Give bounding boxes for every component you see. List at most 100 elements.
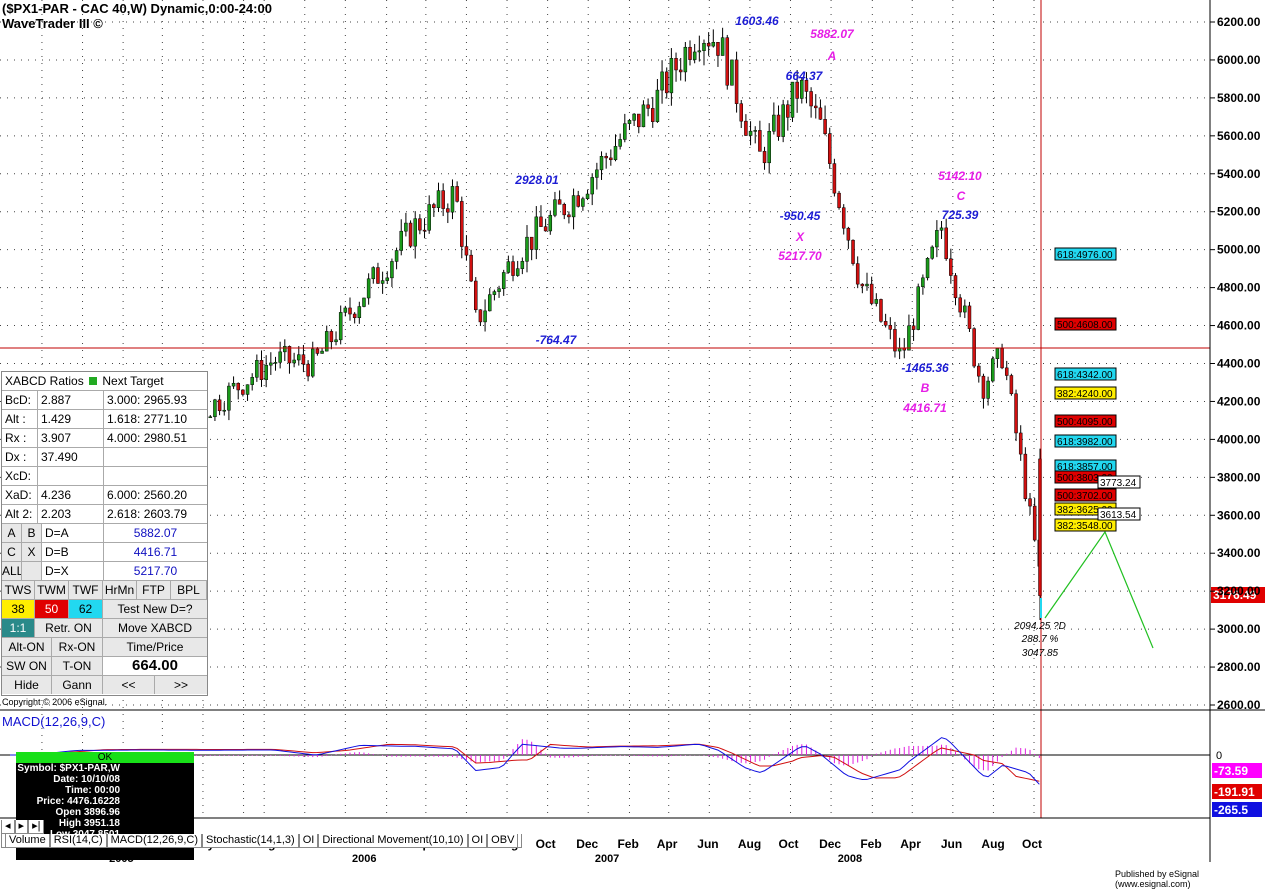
ok-button[interactable]: OK	[16, 752, 194, 763]
prev-button[interactable]: <<	[103, 676, 155, 694]
candle-body	[860, 283, 865, 287]
candle-body	[739, 103, 743, 122]
candle-body	[1023, 453, 1028, 499]
ratio-key: XaD:	[2, 486, 38, 504]
candle-body	[716, 42, 720, 56]
twf-value[interactable]: 62	[69, 600, 103, 618]
tws-value[interactable]: 38	[2, 600, 35, 618]
target-toggle-a[interactable]: ALL	[2, 562, 22, 580]
ratio-target: 6.000: 2560.20	[107, 488, 188, 502]
tab-volume[interactable]: Volume	[5, 834, 50, 848]
target-box: 618:3982.00	[1054, 434, 1117, 448]
tab-scroll-left[interactable]: ◂	[1, 820, 15, 834]
tab-rsi-14-c-[interactable]: RSI(14,C)	[49, 834, 107, 848]
candle-body	[250, 377, 254, 385]
hide-button[interactable]: Hide	[2, 676, 52, 694]
time-price-button[interactable]: Time/Price	[103, 638, 207, 656]
ratio-key: XcD:	[2, 467, 38, 485]
candle-body	[371, 267, 376, 280]
projection-lines	[1044, 530, 1154, 649]
candle-body	[725, 37, 730, 86]
info-line: Symbol: $PX1-PAR,W	[17, 763, 120, 774]
tab-stochastic-14-1-3-[interactable]: Stochastic(14,1,3)	[202, 834, 299, 848]
candle-body	[1004, 367, 1009, 376]
candle-body	[664, 71, 669, 94]
ratio-target: 2.618: 2603.79	[107, 507, 188, 521]
tab-obv[interactable]: OBV	[487, 834, 519, 848]
candle-body	[623, 123, 627, 140]
test-new-button[interactable]: Test New D=?	[103, 600, 207, 618]
macd-title: MACD(12,26,9,C)	[2, 714, 105, 729]
candle-body	[213, 399, 217, 418]
target-toggle-b[interactable]: X	[22, 543, 42, 561]
x-tick-label: Oct	[536, 837, 556, 851]
target-box-label: 382:3625.00	[1057, 505, 1113, 516]
target-toggle-b[interactable]: B	[22, 524, 42, 542]
alt-on-button[interactable]: Alt-ON	[2, 638, 52, 656]
candle-body	[627, 120, 632, 124]
info-line: Date: 10/10/08	[53, 774, 120, 785]
candle-body	[706, 42, 711, 47]
candle-body	[562, 204, 567, 216]
btn-bpl[interactable]: BPL	[171, 581, 207, 599]
btn-tws[interactable]: TWS	[2, 581, 35, 599]
candle-body	[329, 331, 334, 343]
target-toggle-b[interactable]	[22, 562, 42, 580]
candle-body	[241, 389, 245, 395]
rx-on-button[interactable]: Rx-ON	[52, 638, 103, 656]
candle-body	[404, 222, 408, 232]
ratio-row: Alt 2: 2.203 2.618: 2603.79	[2, 505, 207, 524]
candle-body	[236, 382, 240, 391]
ratio-key: Alt 2:	[2, 505, 38, 523]
candle-body	[259, 360, 264, 380]
side-value-box	[1097, 475, 1141, 489]
chart-title: ($PX1-PAR - CAC 40,W) Dynamic,0:00-24:00	[2, 1, 272, 16]
target-toggle-a[interactable]: A	[2, 524, 22, 542]
gann-button[interactable]: Gann	[52, 676, 103, 694]
candle-body	[930, 246, 934, 259]
candle-body	[366, 278, 371, 299]
sw-on-button[interactable]: SW ON	[2, 657, 52, 675]
candle-body	[744, 120, 748, 136]
t-on-button[interactable]: T-ON	[52, 657, 103, 675]
tab-oi[interactable]: OI	[467, 834, 488, 848]
move-xabcd-button[interactable]: Move XABCD	[103, 619, 207, 637]
tab-oi[interactable]: OI	[298, 834, 319, 848]
candle-body	[618, 139, 622, 147]
candle-body	[869, 283, 874, 304]
target-toggle-a[interactable]: C	[2, 543, 22, 561]
candle-body	[655, 89, 660, 122]
candle-body	[227, 385, 231, 411]
candle-body	[893, 329, 897, 352]
twm-value[interactable]: 50	[35, 600, 69, 618]
ratio-button[interactable]: 1:1	[2, 619, 35, 637]
btn-hrmn[interactable]: HrMn	[103, 581, 137, 599]
ratio-target	[104, 448, 207, 466]
candle-body	[935, 230, 939, 248]
target-box-label: 500:3702.00	[1057, 491, 1113, 502]
tab-macd-12-26-9-c-[interactable]: MACD(12,26,9,C)	[106, 834, 203, 848]
btn-twm[interactable]: TWM	[35, 581, 69, 599]
ratio-key: Alt :	[2, 410, 38, 428]
candle-body	[520, 261, 525, 269]
next-button[interactable]: >>	[155, 676, 207, 694]
retr-button[interactable]: Retr. ON	[35, 619, 103, 637]
candle-body	[660, 71, 664, 91]
candle-body	[362, 297, 366, 307]
y-tick-label: 3000.00	[1217, 622, 1261, 636]
button-row-4: Alt-ON Rx-ON Time/Price	[2, 638, 207, 657]
ratio-row: Alt :1.429 1.618: 2771.10	[2, 410, 207, 429]
tab-scroll-right[interactable]: ▸	[14, 820, 29, 834]
y-tick-label: 4200.00	[1217, 394, 1261, 408]
y-axis: 6200.00 6000.00 5800.00 5600.00 5400.00 5200.…	[0, 0, 1265, 862]
btn-ftp[interactable]: FTP	[137, 581, 171, 599]
candle-body	[534, 216, 539, 250]
candle-body	[995, 348, 1000, 359]
tab-directional-movement-10-10-[interactable]: Directional Movement(10,10)	[318, 834, 468, 848]
candle-body	[790, 81, 795, 118]
tab-scroll-end[interactable]: ▸|	[28, 820, 45, 834]
btn-twf[interactable]: TWF	[69, 581, 103, 599]
target-label: D=B	[42, 543, 104, 561]
x-tick-label: Oct	[778, 837, 798, 851]
y-tick-label: 2800.00	[1217, 660, 1261, 674]
